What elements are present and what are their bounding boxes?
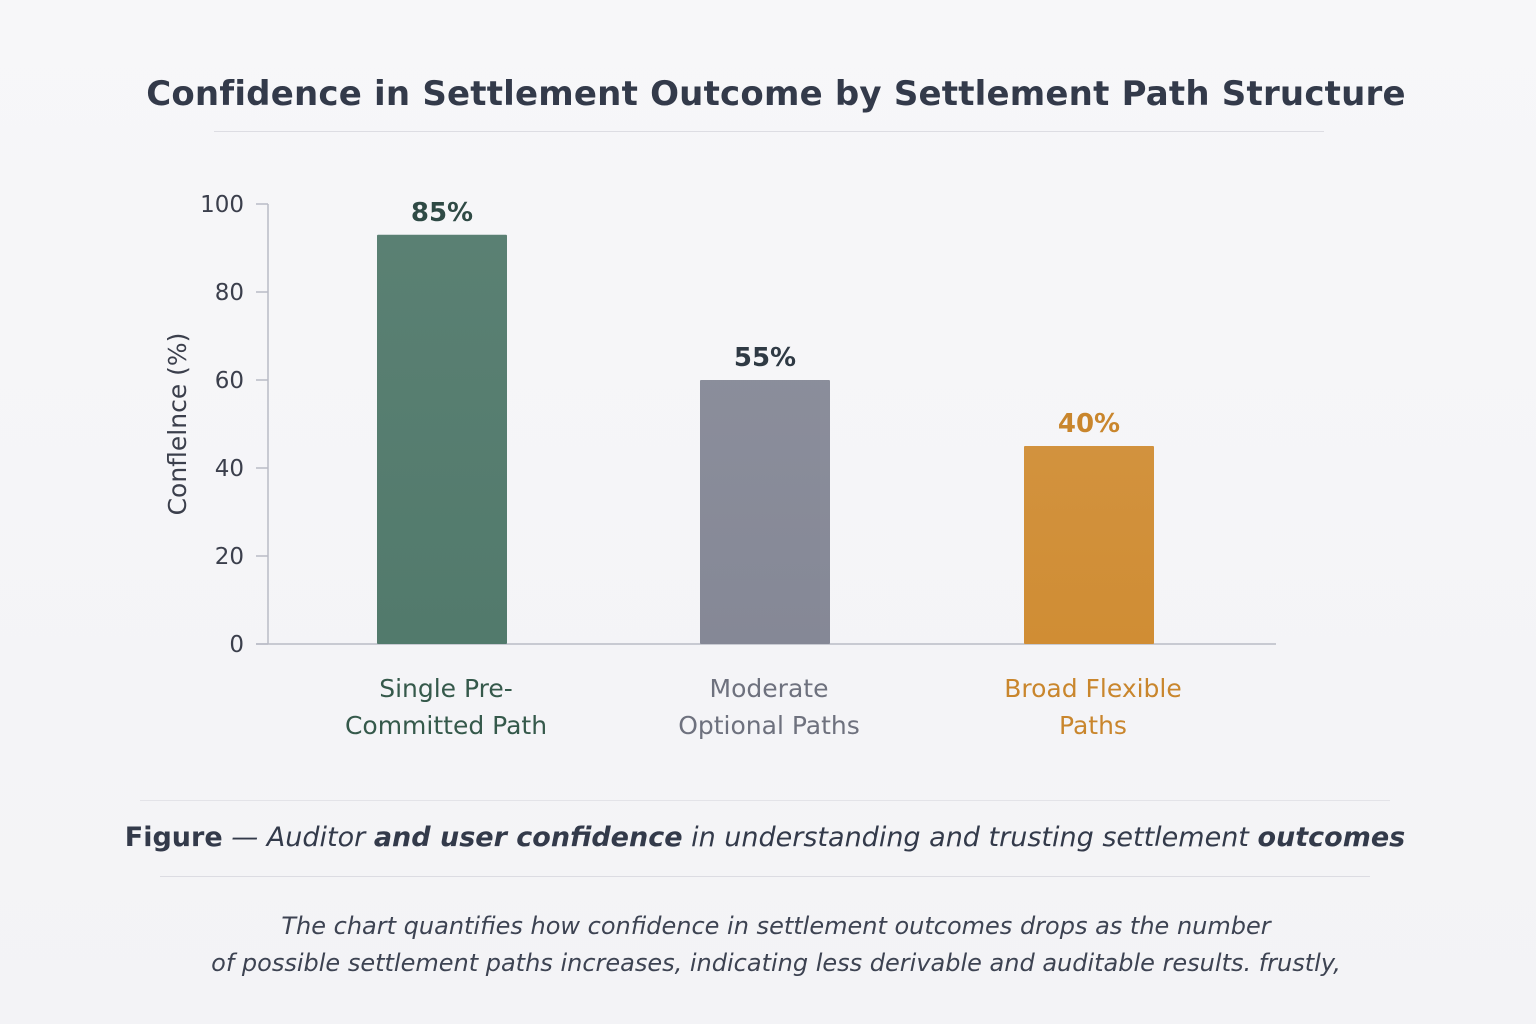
caption-lead: Figure — [124, 822, 223, 853]
bar-chart: 0 20 40 60 80 100 Conflelnce (%) 85% Single Pre-… — [163, 192, 1276, 740]
bar — [700, 380, 830, 644]
bar-value-label: 85% — [411, 198, 473, 228]
caption-top-divider — [140, 800, 1390, 801]
bar — [377, 234, 507, 645]
y-tick-label: 40 — [215, 456, 244, 482]
y-tick-label: 60 — [215, 368, 244, 394]
y-axis-label: Conflelnce (%) — [163, 333, 192, 516]
x-category-label: Paths — [1059, 711, 1127, 740]
caption-bottom-divider — [160, 876, 1370, 877]
x-category-label: Moderate — [710, 674, 829, 703]
chart-title: Confidence in Settlement Outcome by Sett… — [146, 74, 1406, 114]
caption-part-3: in understanding and trusting settlement — [682, 822, 1258, 853]
description-line-1: The chart quantifies how confidence in s… — [281, 912, 1271, 940]
y-tick-label: 100 — [200, 192, 244, 218]
figure-caption: Figure — Auditor and user confidence in … — [0, 822, 1530, 853]
title-divider — [214, 131, 1324, 132]
caption-part-4: outcomes — [1257, 822, 1406, 853]
y-tick-label: 80 — [215, 280, 244, 306]
x-category-label: Optional Paths — [678, 711, 860, 740]
y-tick-label: 0 — [229, 632, 244, 658]
bar-value-label: 40% — [1058, 409, 1120, 439]
caption-dash: — — [222, 822, 267, 853]
bar-value-label: 55% — [734, 343, 796, 373]
caption-part-1: Auditor — [266, 822, 374, 853]
x-category-label: Single Pre- — [379, 674, 513, 703]
x-category-label: Broad Flexible — [1004, 674, 1182, 703]
x-category-label: Committed Path — [345, 711, 547, 740]
y-tick-label: 20 — [215, 544, 244, 570]
bar — [1024, 446, 1154, 644]
description-line-2: of possible settlement paths increases, … — [211, 949, 1341, 977]
caption-part-2: and user confidence — [373, 822, 683, 853]
